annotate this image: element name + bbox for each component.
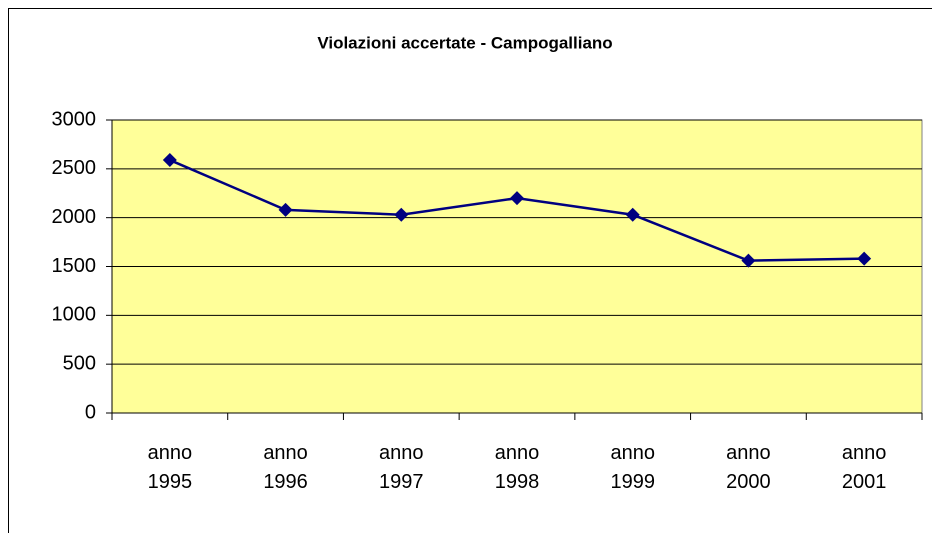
x-tick-label: anno 1996 — [263, 442, 308, 493]
x-tick-label: anno 1998 — [494, 442, 540, 493]
marker — [162, 153, 177, 168]
x-tick-label: anno 1995 — [147, 442, 193, 493]
y-tick-label: 0 — [85, 401, 96, 423]
y-tick-label: 1000 — [52, 304, 97, 326]
x-tick-label: anno 1999 — [610, 442, 655, 493]
marker — [278, 202, 293, 217]
marker — [857, 251, 872, 266]
y-tick-label: 1500 — [52, 255, 97, 277]
x-tick-label: anno 1997 — [379, 442, 424, 493]
y-tick-label: 2000 — [52, 206, 97, 228]
chart-title: Violazioni accertate - Campogalliano — [317, 33, 612, 52]
x-tick-label: anno 2001 — [841, 442, 887, 493]
marker — [741, 253, 756, 268]
y-tick-label: 500 — [63, 352, 96, 374]
marker — [394, 207, 409, 222]
y-tick-label: 2500 — [52, 157, 97, 179]
marker — [625, 207, 640, 222]
y-tick-label: 3000 — [52, 108, 97, 130]
marker — [510, 191, 524, 206]
x-tick-label: anno 2000 — [726, 442, 771, 493]
